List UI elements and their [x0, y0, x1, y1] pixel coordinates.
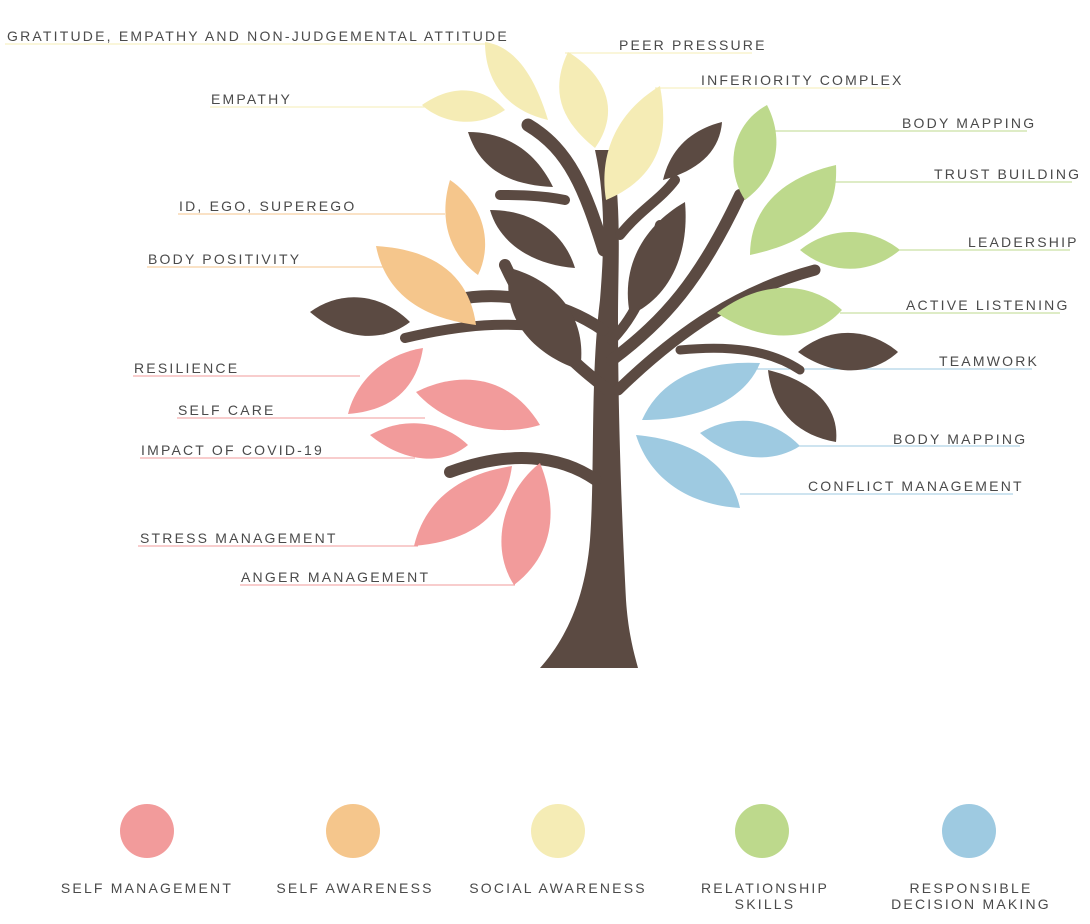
leaf-brown [798, 332, 898, 371]
leaf-gratitude [485, 42, 548, 120]
label-anger-management: ANGER MANAGEMENT [241, 569, 431, 585]
label-active-listening: ACTIVE LISTENING [906, 297, 1070, 313]
label-self-care: SELF CARE [178, 402, 276, 418]
leaf-id-ego [445, 180, 486, 275]
leaf-trust-building [750, 165, 837, 255]
label-conflict-management: CONFLICT MANAGEMENT [808, 478, 1024, 494]
label-peer-pressure: PEER PRESSURE [619, 37, 767, 53]
leaf-body-mapping-bottom [700, 420, 800, 458]
leaf-body-positivity [376, 246, 476, 325]
leaf-brown [468, 132, 553, 187]
label-stress-management: STRESS MANAGEMENT [140, 530, 338, 546]
label-empathy: EMPATHY [211, 91, 292, 107]
label-body-positivity: BODY POSITIVITY [148, 251, 302, 267]
leaf-active-listening [717, 287, 842, 336]
legend-label-responsible-decision-making: RESPONSIBLE DECISION MAKING [891, 880, 1051, 912]
leaf-leadership [800, 232, 900, 269]
legend-label-self-management: SELF MANAGEMENT [60, 880, 234, 896]
label-gratitude: GRATITUDE, EMPATHY AND NON-JUDGEMENTAL A… [7, 28, 509, 44]
legend-dot-relationship-skills [735, 804, 789, 858]
label-trust-building: TRUST BUILDING [934, 166, 1082, 182]
leaf-empathy [422, 90, 505, 122]
leaf-brown [663, 122, 722, 180]
label-leadership: LEADERSHIP [968, 234, 1079, 250]
label-body-mapping-bottom: BODY MAPPING [893, 431, 1028, 447]
leaf-impact-covid [370, 423, 468, 459]
label-impact-of-covid: IMPACT OF COVID-19 [141, 442, 324, 458]
leaf-brown [768, 370, 837, 442]
leaf-inferiority [604, 86, 664, 200]
legend-label-social-awareness: SOCIAL AWARENESS [469, 880, 647, 896]
leaf-body-mapping-top [733, 105, 777, 200]
leaf-brown [490, 210, 575, 268]
leaves [310, 42, 900, 585]
leaf-peer-pressure [559, 52, 609, 148]
legend-label-self-awareness: SELF AWARENESS [276, 880, 434, 896]
label-id-ego-superego: ID, EGO, SUPEREGO [179, 198, 357, 214]
label-body-mapping-top: BODY MAPPING [902, 115, 1037, 131]
legend-dot-self-awareness [326, 804, 380, 858]
leaf-conflict-management [636, 435, 740, 508]
leaf-teamwork [642, 362, 760, 420]
legend-label-relationship-skills: RELATIONSHIP SKILLS [700, 880, 830, 912]
leaf-self-care [416, 379, 540, 431]
leaf-brown [627, 202, 686, 315]
leaf-anger-management [501, 463, 551, 585]
label-teamwork: TEAMWORK [939, 353, 1040, 369]
legend-dot-self-management [120, 804, 174, 858]
leaf-brown [310, 297, 410, 336]
leaf-brown [508, 268, 582, 370]
leaf-stress-management [414, 466, 512, 546]
legend-dot-social-awareness [531, 804, 585, 858]
legend-dot-responsible-decision-making [942, 804, 996, 858]
leaf-resilience [348, 348, 423, 414]
label-resilience: RESILIENCE [134, 360, 240, 376]
label-inferiority-complex: INFERIORITY COMPLEX [701, 72, 904, 88]
